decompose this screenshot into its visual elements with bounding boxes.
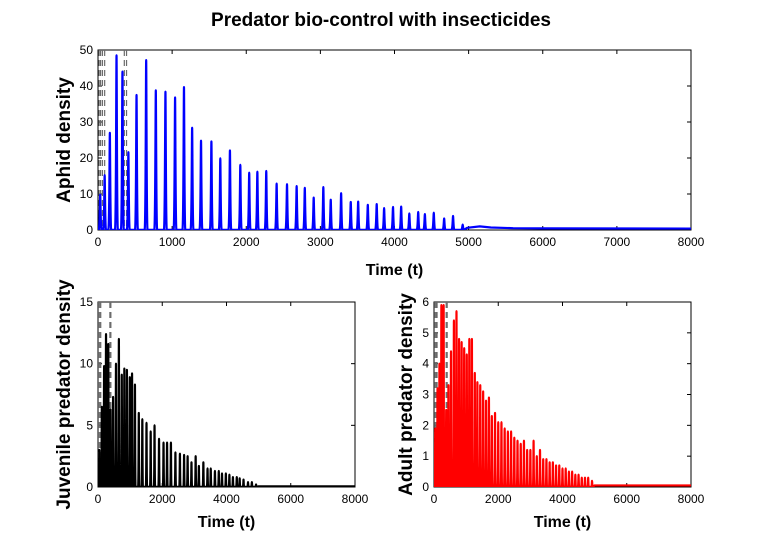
aphid-axes-box bbox=[97, 49, 692, 231]
juvenile-y-axis-label: Juvenile predator density bbox=[54, 279, 75, 510]
adult-xtick-label: 8000 bbox=[678, 492, 705, 506]
juvenile-xtick-label: 6000 bbox=[277, 492, 304, 506]
juvenile-ytick-label: 10 bbox=[80, 357, 94, 371]
aphid-xtick-label: 1000 bbox=[159, 235, 186, 249]
aphid-xtick-label: 8000 bbox=[678, 235, 705, 249]
aphid-x-axis-label: Time (t) bbox=[366, 262, 423, 279]
figure-title: Predator bio-control with insecticides bbox=[211, 10, 551, 31]
aphid-xtick-label: 5000 bbox=[455, 235, 482, 249]
aphid-ytick-label: 30 bbox=[80, 115, 94, 129]
aphid-series-line bbox=[98, 54, 691, 230]
aphid-ytick-label: 10 bbox=[80, 187, 94, 201]
plots-container: 0 1000 2000 3000 4000 5000 6000 7000 80000102030… bbox=[54, 43, 705, 531]
juvenile-ytick-label: 15 bbox=[80, 295, 94, 309]
adult-xtick-label: 6000 bbox=[613, 492, 640, 506]
juvenile-series-line bbox=[98, 332, 355, 487]
adult-xtick-label: 2000 bbox=[485, 492, 512, 506]
adult-ytick-label: 2 bbox=[422, 418, 429, 432]
adult-ytick-label: 1 bbox=[422, 449, 429, 463]
juvenile-x-axis-label: Time (t) bbox=[198, 514, 255, 531]
adult-ytick-label: 6 bbox=[422, 295, 429, 309]
aphid-xtick-label: 6000 bbox=[529, 235, 556, 249]
aphid-ytick-label: 50 bbox=[80, 43, 94, 57]
aphid-ytick-label: 40 bbox=[80, 79, 94, 93]
juvenile-xtick-label: 8000 bbox=[342, 492, 369, 506]
aphid-ytick-label: 0 bbox=[86, 223, 93, 237]
juvenile-axes-box bbox=[97, 301, 356, 488]
adult-xtick-label: 4000 bbox=[549, 492, 576, 506]
aphid-ytick-label: 20 bbox=[80, 151, 94, 165]
aphid-xtick-label: 3000 bbox=[307, 235, 334, 249]
juvenile-xtick-label: 2000 bbox=[149, 492, 176, 506]
aphid-xtick-label: 0 bbox=[95, 235, 102, 249]
juvenile-ytick-label: 0 bbox=[86, 480, 93, 494]
aphid-xtick-label: 2000 bbox=[233, 235, 260, 249]
adult-x-axis-label: Time (t) bbox=[534, 514, 591, 531]
aphid-chart: 0 1000 2000 3000 4000 5000 6000 7000 8000 0 10 20 30… bbox=[54, 43, 705, 279]
juvenile-chart: 0 2000 4000 6000 8000 0 5 10 15 Time (t) Juvenile … bbox=[54, 279, 369, 531]
juvenile-xtick-label: 0 bbox=[95, 492, 102, 506]
adult-ytick-label: 3 bbox=[422, 388, 429, 402]
adult-ytick-label: 0 bbox=[422, 480, 429, 494]
juvenile-ytick-label: 5 bbox=[86, 418, 93, 432]
adult-y-axis-label: Adult predator density bbox=[396, 293, 417, 496]
adult-chart: 0 2000 4000 6000 8000 0 1 2 3 4 5 6 Time (t) Adult pr… bbox=[396, 293, 705, 531]
adult-series-line bbox=[434, 303, 691, 487]
adult-ytick-label: 4 bbox=[422, 357, 429, 371]
aphid-xtick-label: 4000 bbox=[381, 235, 408, 249]
adult-xtick-label: 0 bbox=[431, 492, 438, 506]
aphid-y-axis-label: Aphid density bbox=[54, 77, 75, 203]
adult-ytick-label: 5 bbox=[422, 326, 429, 340]
aphid-xtick-label: 7000 bbox=[604, 235, 631, 249]
juvenile-xtick-label: 4000 bbox=[213, 492, 240, 506]
